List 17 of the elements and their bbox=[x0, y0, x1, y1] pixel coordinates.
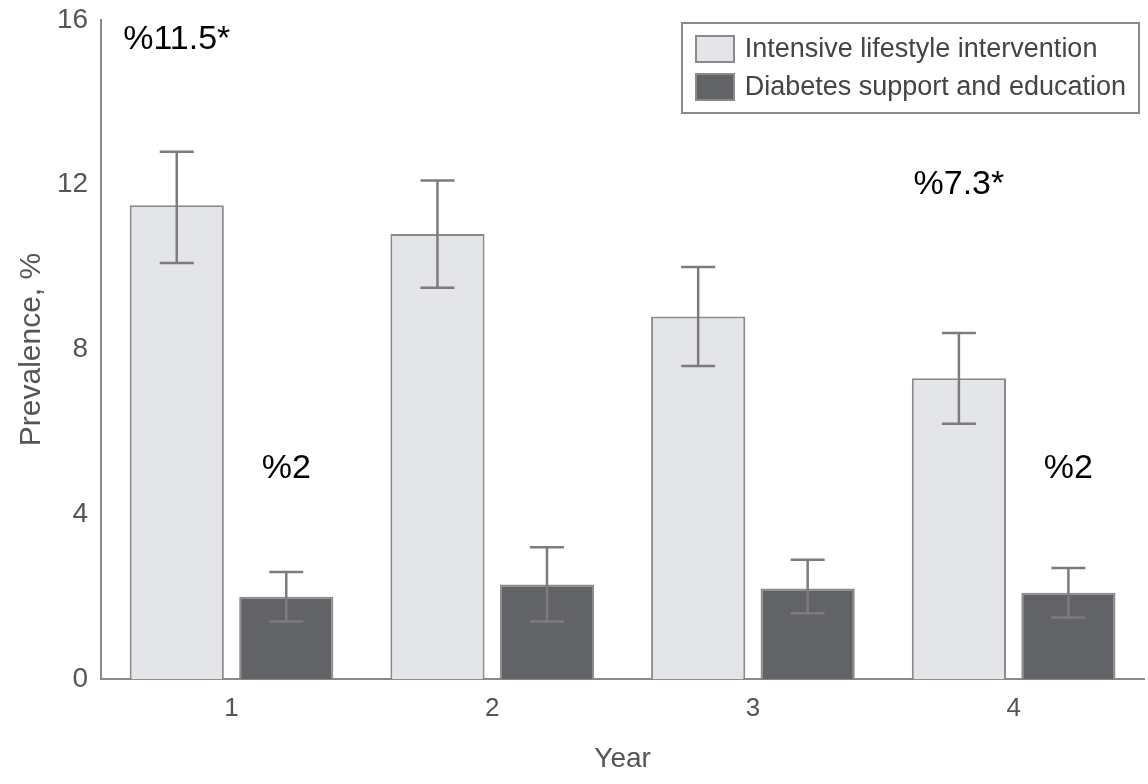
legend-label: Intensive lifestyle intervention bbox=[744, 33, 1098, 65]
annotation: %2 bbox=[261, 446, 311, 485]
y-tick-label: 4 bbox=[72, 497, 89, 529]
y-tick-label: 12 bbox=[56, 167, 89, 199]
x-tick-label: 1 bbox=[224, 691, 239, 722]
x-axis-title: Year bbox=[594, 741, 651, 773]
y-tick-label: 16 bbox=[56, 2, 89, 34]
y-tick-label: 8 bbox=[72, 332, 89, 364]
y-tick-label: 0 bbox=[72, 661, 89, 693]
annotation: %2 bbox=[1043, 446, 1093, 485]
y-axis-title: Prevalence, % bbox=[13, 252, 47, 447]
annotation: %11.5* bbox=[123, 17, 231, 56]
legend-label: Diabetes support and education bbox=[744, 71, 1126, 103]
x-tick-label: 2 bbox=[484, 691, 500, 722]
annotation: %7.3* bbox=[913, 163, 1005, 202]
x-tick-label: 3 bbox=[745, 691, 761, 722]
x-tick-label: 4 bbox=[1006, 691, 1021, 722]
